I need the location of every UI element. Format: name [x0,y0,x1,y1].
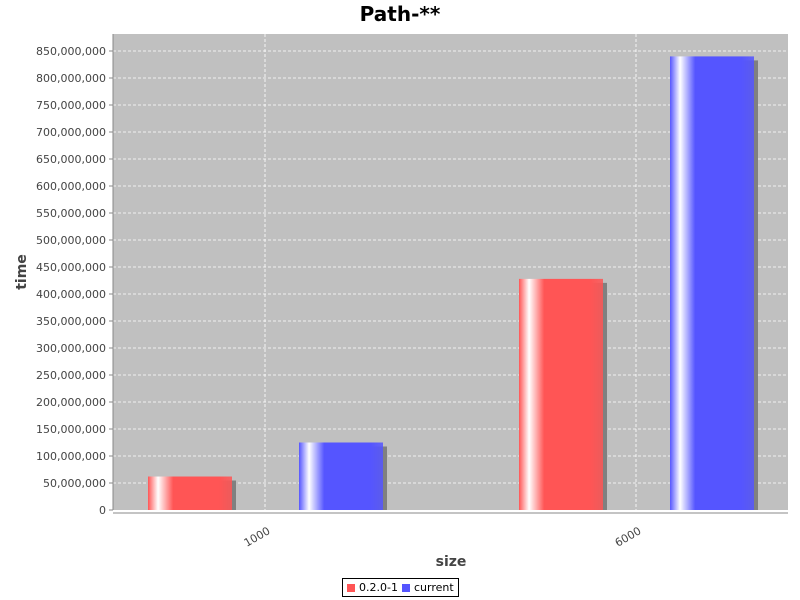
x-axis-label: size [436,554,467,570]
legend-swatch-blue [401,583,410,592]
legend-swatch-red [347,583,355,592]
y-tick-label: 400,000,000 [36,288,106,301]
y-tick-label: 100,000,000 [36,450,106,463]
bar-0.2.0-1-1000 [148,476,232,510]
y-tick-label: 450,000,000 [36,261,106,274]
x-tick-label: 6000 [613,524,644,549]
x-axis-ticks: 1000 6000 [242,524,644,549]
y-tick-label: 50,000,000 [43,477,106,490]
y-tick-label: 800,000,000 [36,72,106,85]
legend-item-series-0: 0.2.0-1 [347,581,398,594]
y-tick-label: 350,000,000 [36,315,106,328]
y-axis-ticks: 0 50,000,000 100,000,000 150,000,000 200,000… [36,45,113,517]
y-tick-label: 200,000,000 [36,396,106,409]
bars [148,56,754,511]
legend-item-series-1: current [401,581,454,594]
y-tick-label: 600,000,000 [36,180,106,193]
y-tick-label: 650,000,000 [36,153,106,166]
bar-current-1000 [299,442,383,510]
legend: 0.2.0-1 current [342,578,459,597]
y-tick-label: 850,000,000 [36,45,106,58]
y-tick-label: 0 [99,504,106,517]
x-tick-label: 1000 [242,524,273,549]
y-axis-label: time [14,254,30,290]
y-tick-label: 300,000,000 [36,342,106,355]
y-tick-label: 250,000,000 [36,369,106,382]
y-tick-label: 500,000,000 [36,234,106,247]
y-tick-label: 150,000,000 [36,423,106,436]
bar-0.2.0-1-6000 [519,278,603,510]
legend-label-series-1: current [413,581,454,594]
chart-title: Path-** [360,2,441,26]
y-tick-label: 550,000,000 [36,207,106,220]
bar-current-6000 [670,56,754,511]
y-tick-label: 750,000,000 [36,99,106,112]
legend-label-series-0: 0.2.0-1 [359,581,398,594]
y-tick-label: 700,000,000 [36,126,106,139]
